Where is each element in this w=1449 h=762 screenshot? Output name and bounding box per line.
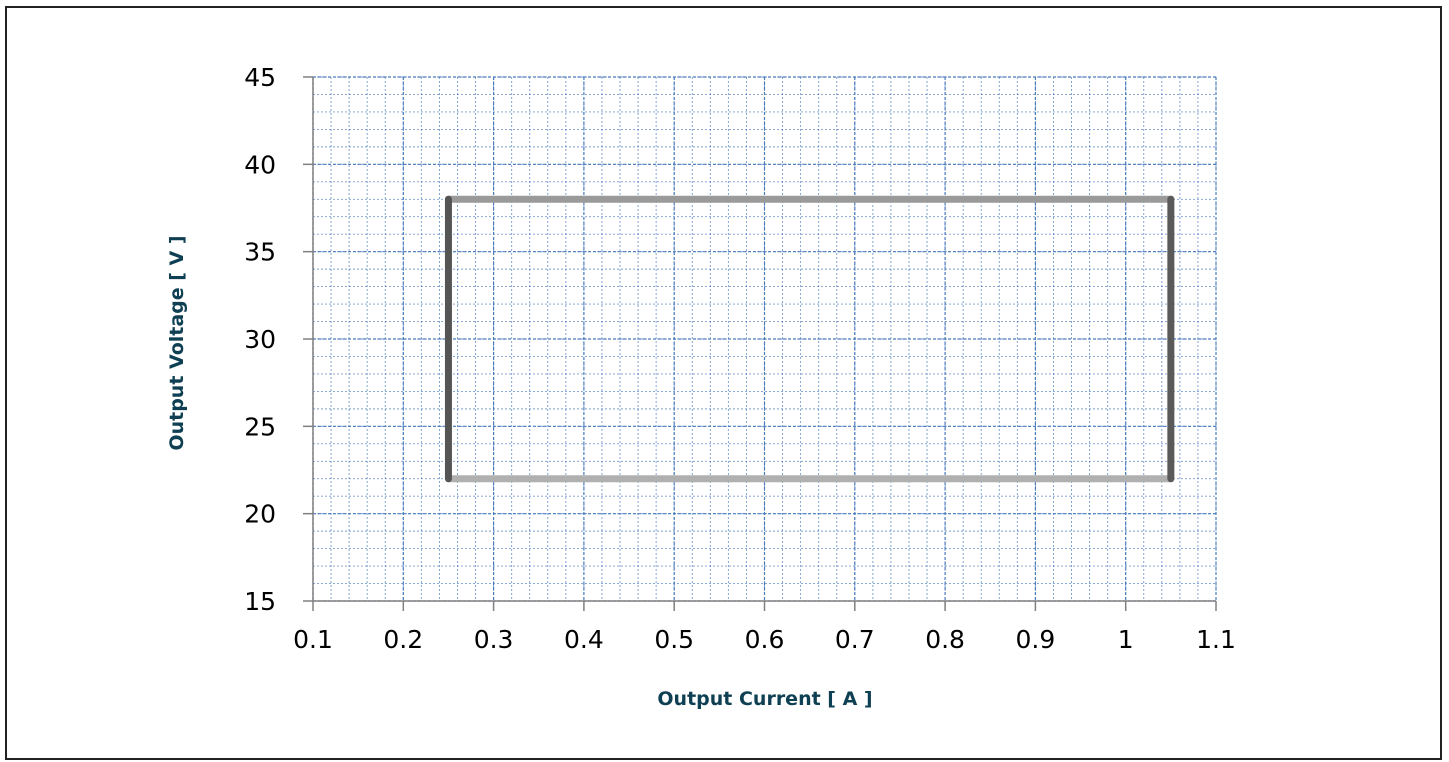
x-tick-label: 1 <box>1118 625 1134 654</box>
y-tick-label: 35 <box>244 238 276 267</box>
x-tick-label: 1.1 <box>1196 625 1236 654</box>
y-axis-title: Output Voltage [ V ] <box>166 235 188 450</box>
x-tick-label: 0.2 <box>383 625 423 654</box>
x-tick-label: 0.8 <box>925 625 965 654</box>
tick-labels: 0.1 0.2 0.3 0.4 0.5 0.6 0.7 0.8 0.9 1 1.1 15 20 25 30 3… <box>244 63 1236 654</box>
x-tick-label: 0.5 <box>654 625 694 654</box>
x-axis-title: Output Current [ A ] <box>657 688 872 710</box>
series-lines <box>444 195 1175 483</box>
x-tick-label: 0.6 <box>745 625 785 654</box>
x-tick-label: 0.9 <box>1016 625 1056 654</box>
y-tick-label: 40 <box>244 150 276 179</box>
chart-frame <box>5 6 1442 760</box>
x-tick-label: 0.1 <box>293 625 333 654</box>
x-tick-label: 0.7 <box>835 625 875 654</box>
y-tick-label: 15 <box>244 587 276 616</box>
x-tick-label: 0.4 <box>564 625 604 654</box>
axes <box>303 76 1217 611</box>
y-tick-label: 45 <box>244 63 276 92</box>
y-tick-label: 20 <box>244 500 276 529</box>
y-tick-label: 25 <box>244 412 276 441</box>
major-grid <box>312 76 1217 602</box>
x-tick-label: 0.3 <box>474 625 514 654</box>
y-tick-label: 30 <box>244 325 276 354</box>
